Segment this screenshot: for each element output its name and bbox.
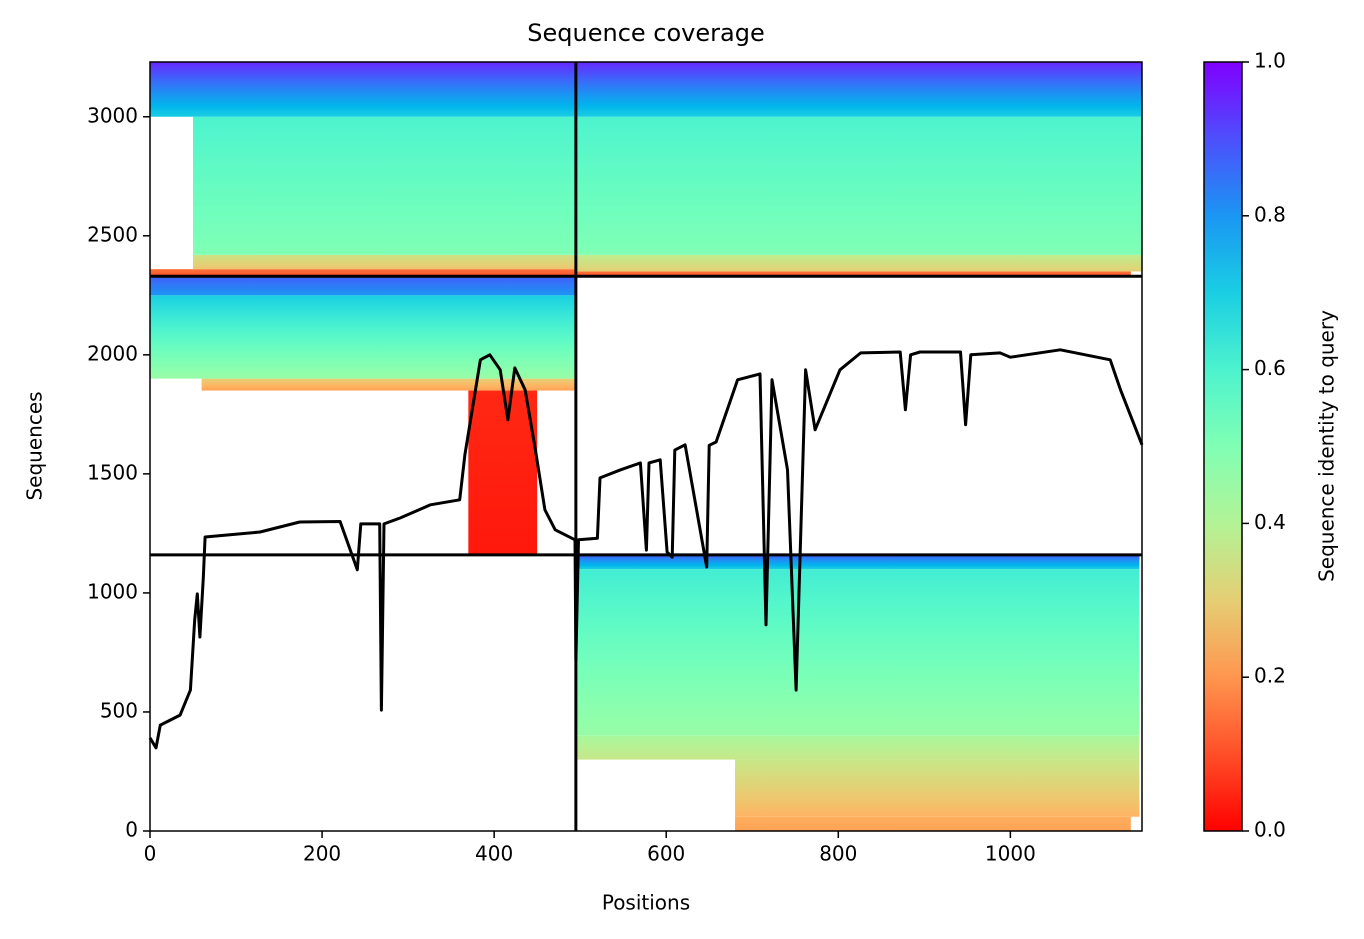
coverage-block bbox=[201, 378, 576, 391]
x-tick-label: 0 bbox=[144, 842, 157, 866]
coverage-block bbox=[575, 254, 1142, 272]
coverage-block bbox=[575, 554, 1140, 570]
chart-title: Sequence coverage bbox=[527, 19, 764, 47]
x-tick-label: 200 bbox=[303, 842, 341, 866]
y-tick-label: 2000 bbox=[87, 341, 138, 365]
y-tick-label: 1000 bbox=[87, 579, 138, 603]
colorbar-tick-label: 0.6 bbox=[1254, 356, 1286, 380]
plot-frame bbox=[149, 61, 1143, 832]
x-tick-label: 800 bbox=[819, 842, 857, 866]
x-tick-label: 600 bbox=[647, 842, 685, 866]
colorbar-tick-label: 1.0 bbox=[1254, 49, 1286, 73]
coverage-block bbox=[193, 254, 576, 270]
coverage-block bbox=[150, 295, 576, 379]
y-tick-label: 3000 bbox=[87, 103, 138, 127]
coverage-block bbox=[575, 735, 1140, 760]
coverage-block bbox=[193, 116, 576, 255]
y-tick-label: 2500 bbox=[87, 222, 138, 246]
colorbar-tick-label: 0.8 bbox=[1254, 202, 1286, 226]
x-axis-label: Positions bbox=[602, 891, 690, 915]
y-tick-label: 0 bbox=[125, 818, 138, 842]
coverage-line bbox=[148, 348, 1144, 750]
coverage-block bbox=[575, 271, 1131, 277]
coverage-block bbox=[150, 62, 576, 117]
x-tick-label: 400 bbox=[475, 842, 513, 866]
coverage-block bbox=[575, 62, 1142, 117]
y-axis-label: Sequences bbox=[23, 391, 47, 500]
coverage-block bbox=[468, 390, 538, 555]
colorbar-tick-label: 0.2 bbox=[1254, 664, 1286, 688]
coverage-block bbox=[735, 816, 1131, 831]
coverage-block bbox=[735, 759, 1140, 817]
colorbar bbox=[1203, 61, 1243, 832]
coverage-block bbox=[150, 269, 576, 277]
colorbar-label: Sequence identity to query bbox=[1315, 310, 1339, 582]
x-tick-label: 1000 bbox=[985, 842, 1036, 866]
coverage-block bbox=[150, 276, 576, 296]
colorbar-tick-label: 0.4 bbox=[1254, 510, 1286, 534]
colorbar-tick-label: 0.0 bbox=[1254, 818, 1286, 842]
coverage-block bbox=[575, 116, 1142, 255]
y-tick-label: 500 bbox=[100, 698, 138, 722]
coverage-block bbox=[575, 569, 1140, 736]
y-tick-label: 1500 bbox=[87, 460, 138, 484]
